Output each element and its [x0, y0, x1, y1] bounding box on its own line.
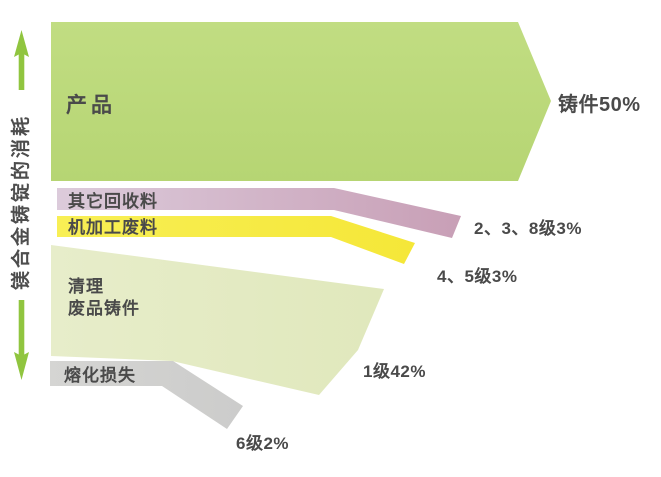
product-label: 产品 — [66, 93, 116, 117]
machining-result-label: 4、5级3% — [437, 266, 517, 286]
cleanup-label-line2: 废品铸件 — [68, 298, 140, 318]
axis-label: 镁合金铸锭的消耗 — [9, 114, 32, 290]
cleanup-flow-band — [51, 245, 384, 395]
machining-label: 机加工废料 — [68, 217, 158, 237]
axis-up-arrow-icon — [14, 30, 29, 90]
melting-result-label: 6级2% — [236, 433, 289, 453]
cleanup-label-line1: 清理 — [68, 276, 104, 296]
machining-flow-band — [57, 216, 415, 264]
melting-label: 熔化损失 — [64, 365, 136, 385]
axis-down-arrow-icon — [14, 300, 29, 380]
product-result-label: 铸件50% — [558, 92, 641, 116]
recycle-label: 其它回收料 — [68, 191, 158, 211]
cleanup-result-label: 1级42% — [363, 361, 426, 381]
product-flow-band — [51, 22, 551, 181]
recycle-result-label: 2、3、8级3% — [474, 218, 582, 238]
melting-flow-band — [50, 361, 243, 429]
recycle-flow-band — [57, 188, 461, 238]
